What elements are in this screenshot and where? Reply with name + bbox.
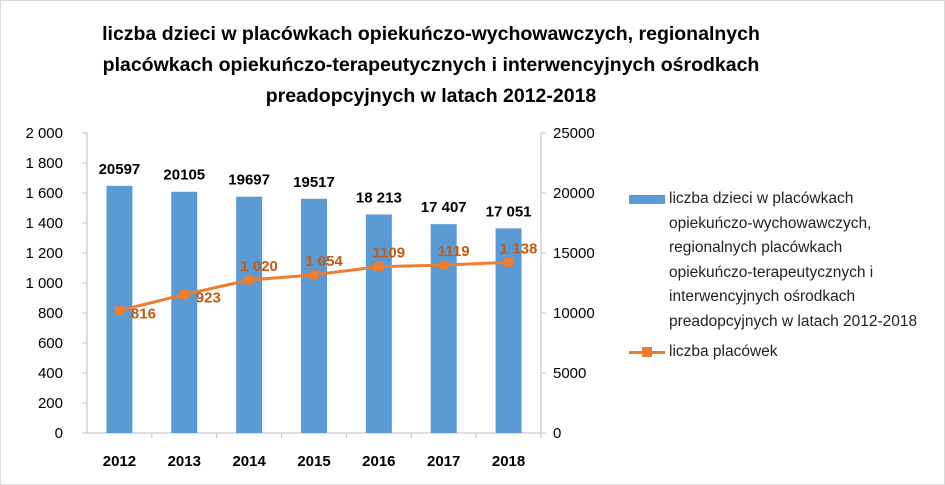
y-left-tick-label: 1 000 (25, 275, 63, 292)
y-right-tick-label: 25000 (553, 125, 595, 142)
bar-data-label: 17 407 (421, 199, 467, 216)
bar-data-label: 18 213 (356, 189, 402, 206)
bar-data-label: 20597 (99, 161, 141, 178)
line-point-marker (504, 257, 514, 267)
y-left-tick-label: 200 (38, 395, 63, 412)
y-left-tick-label: 1 400 (25, 215, 63, 232)
line-data-label: 1109 (373, 245, 406, 262)
bar (171, 191, 198, 433)
bar-data-label: 19697 (228, 172, 270, 189)
legend: liczba dzieci w placówkach opiekuńczo-wy… (629, 187, 929, 371)
y-left-tick-label: 800 (38, 305, 63, 322)
line-data-label: 1 138 (500, 240, 538, 257)
chart-title: liczba dzieci w placówkach opiekuńczo-wy… (102, 23, 760, 107)
legend-item-bar-series: liczba dzieci w placówkach opiekuńczo-wy… (629, 187, 929, 334)
legend-swatch-line (629, 347, 665, 357)
legend-item-line-series: liczba placówek (629, 340, 929, 365)
legend-label-line-series: liczba placówek (669, 343, 778, 360)
line-point-marker (179, 290, 189, 300)
x-tick-label: 2016 (362, 453, 395, 470)
line-data-label: 1119 (438, 243, 470, 260)
line-point-marker (114, 306, 124, 316)
x-tick-label: 2012 (103, 453, 136, 470)
x-tick-label: 2017 (427, 453, 460, 470)
y-left-tick-label: 1 200 (25, 245, 63, 262)
legend-swatch-bar (629, 195, 665, 204)
bar-data-label: 17 051 (486, 203, 532, 220)
y-right-tick-label: 5000 (553, 365, 586, 382)
line-point-marker (374, 262, 384, 272)
y-left-tick-label: 2 000 (25, 125, 63, 142)
y-right-tick-label: 10000 (553, 305, 595, 322)
line-data-label: 816 (131, 306, 156, 323)
y-left-tick-label: 600 (38, 335, 63, 352)
line-point-marker (439, 260, 449, 270)
bar (430, 224, 457, 433)
x-tick-label: 2013 (168, 453, 201, 470)
y-left-tick-label: 1 600 (25, 185, 63, 202)
y-left-tick-label: 400 (38, 365, 63, 382)
legend-label-bar-series: liczba dzieci w placówkach opiekuńczo-wy… (669, 190, 918, 330)
bar (365, 214, 392, 433)
x-tick-label: 2014 (232, 453, 266, 470)
x-tick-label: 2018 (492, 453, 525, 470)
x-tick-label: 2015 (297, 453, 330, 470)
line-data-label: 1 020 (240, 258, 278, 275)
bar-data-label: 19517 (293, 174, 335, 191)
line-data-label: 923 (196, 290, 221, 307)
line-data-label: 1 054 (305, 253, 343, 270)
y-left-tick-label: 1 800 (25, 155, 63, 172)
bar-data-label: 20105 (163, 167, 205, 184)
line-point-marker (309, 270, 319, 280)
bar (236, 196, 263, 433)
y-left-tick-label: 0 (55, 425, 63, 442)
y-right-tick-label: 20000 (553, 185, 595, 202)
y-right-tick-label: 0 (553, 425, 561, 442)
line-point-marker (244, 275, 254, 285)
bar (301, 198, 327, 433)
y-right-tick-label: 15000 (553, 245, 595, 262)
